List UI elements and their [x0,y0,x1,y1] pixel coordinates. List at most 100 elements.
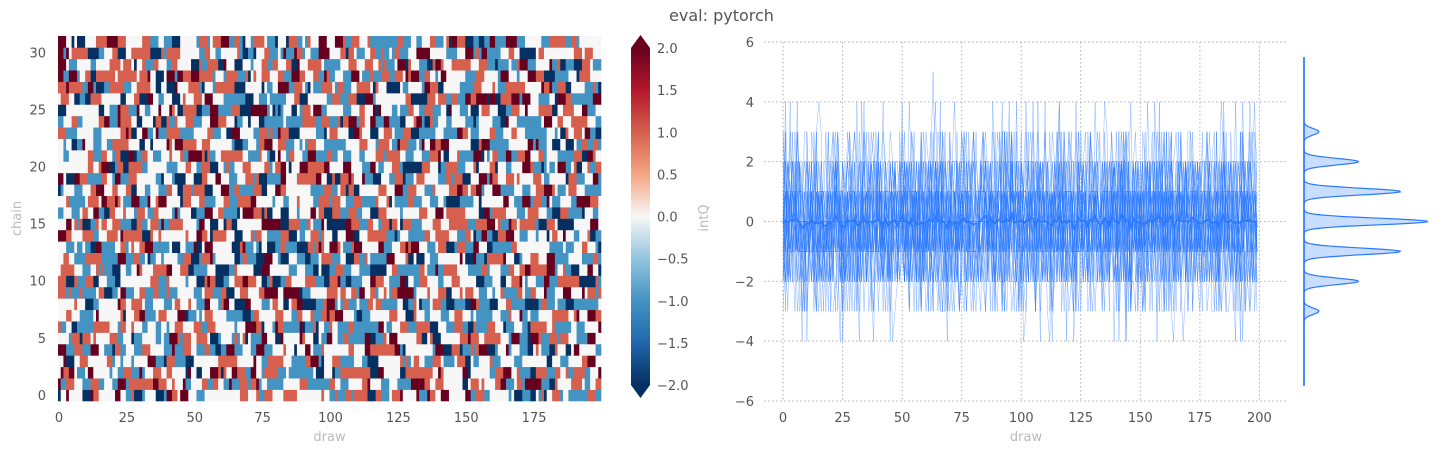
heatmap-cell [397,378,406,390]
heatmap-cell [68,229,72,242]
heatmap-cell [131,47,138,60]
heatmap-cell [106,150,113,162]
heatmap-cell [185,161,192,174]
heatmap-cell [478,218,488,231]
trace-ytick-label: 4 [746,96,754,111]
heatmap-cell [291,309,298,322]
heatmap-cell [473,355,480,368]
heatmap-cell [87,321,94,333]
heatmap-cell [115,389,121,402]
heatmap-cell [527,58,537,71]
heatmap-cell [375,321,379,333]
trace-chain-line [782,131,1258,342]
heatmap-cell [565,93,572,105]
heatmap-cell [237,70,246,82]
heatmap-cell [161,172,165,185]
heatmap-cell [438,275,444,288]
heatmap-cell [201,366,211,379]
heatmap-cell [448,241,455,254]
heatmap-cell [367,252,371,265]
heatmap-cell [582,138,588,151]
heatmap-cell [250,229,254,242]
heatmap-cell [120,298,127,311]
heatmap-cell [142,275,151,288]
heatmap-cell [136,207,146,219]
heatmap-cell [283,389,290,402]
heatmap-cell [212,93,216,105]
heatmap-cell [400,138,409,151]
heatmap-cell [560,389,564,402]
heatmap-cell [492,81,496,94]
heatmap-cell [519,138,528,151]
heatmap-cell [508,343,512,356]
heatmap-cell [552,58,558,71]
heatmap-cell [595,70,602,82]
heatmap-cell [465,355,471,368]
heatmap-cell [381,127,385,139]
heatmap-cell [63,70,70,82]
heatmap-cell [560,150,569,162]
heatmap-cell [147,70,151,82]
heatmap-cell [427,207,436,219]
heatmap-cell [313,104,322,117]
heatmap-cell [535,275,545,288]
heatmap-cell [161,332,165,345]
heatmap-cell [115,70,119,82]
heatmap-cell [329,161,336,174]
heatmap-cell [543,184,553,196]
trace-ytick-label: −2 [735,275,754,290]
heatmap-cell [85,275,94,288]
heatmap-cell [367,389,376,402]
heatmap-cell [169,321,176,333]
heatmap-cell [231,195,238,208]
heatmap-cell [112,355,116,368]
heatmap-cell [315,93,319,105]
heatmap-cell [229,275,235,288]
heatmap-cell [128,104,138,117]
heatmap-cell [432,172,439,185]
heatmap-cell [345,275,352,288]
heatmap-cell [229,36,235,48]
heatmap-cell [554,252,561,265]
heatmap-cell [321,343,325,356]
heatmap-cell [497,104,507,117]
heatmap-cell [446,161,452,174]
heatmap-cell [351,104,360,117]
heatmap-cell [324,81,333,94]
heatmap-cell [286,47,295,60]
heatmap-cell [459,275,463,288]
heatmap-cell [63,207,70,219]
heatmap-cell [397,264,404,276]
heatmap-cell [353,241,363,254]
heatmap-cell [201,93,205,105]
heatmap-cell [125,252,135,265]
heatmap-cell [169,150,173,162]
heatmap-cell [367,229,374,242]
heatmap-cell [530,286,537,299]
heatmap-cell [370,207,379,219]
heatmap-cell [302,115,311,128]
heatmap-cell [58,229,67,242]
heatmap-cell [451,104,461,117]
heatmap-cell [416,36,423,48]
heatmap-cell [565,161,572,174]
heatmap-cell [549,378,556,390]
heatmap-cell [400,161,404,174]
heatmap-cell [313,366,317,379]
heatmap-cell [142,36,146,48]
heatmap-cell [104,286,113,299]
heatmap-cell [410,70,420,82]
heatmap-cell [549,70,556,82]
heatmap-cell [497,218,501,231]
heatmap-cell [562,104,569,117]
heatmap-cell [150,195,157,208]
heatmap-cell [180,93,184,105]
heatmap-cell [557,115,564,128]
heatmap-cell [389,378,393,390]
heatmap-cell [101,366,105,379]
heatmap-cell [313,81,322,94]
heatmap-cell [207,127,214,139]
heatmap-cell [117,184,127,196]
heatmap-cell [470,389,477,402]
heatmap-cell [438,47,447,60]
